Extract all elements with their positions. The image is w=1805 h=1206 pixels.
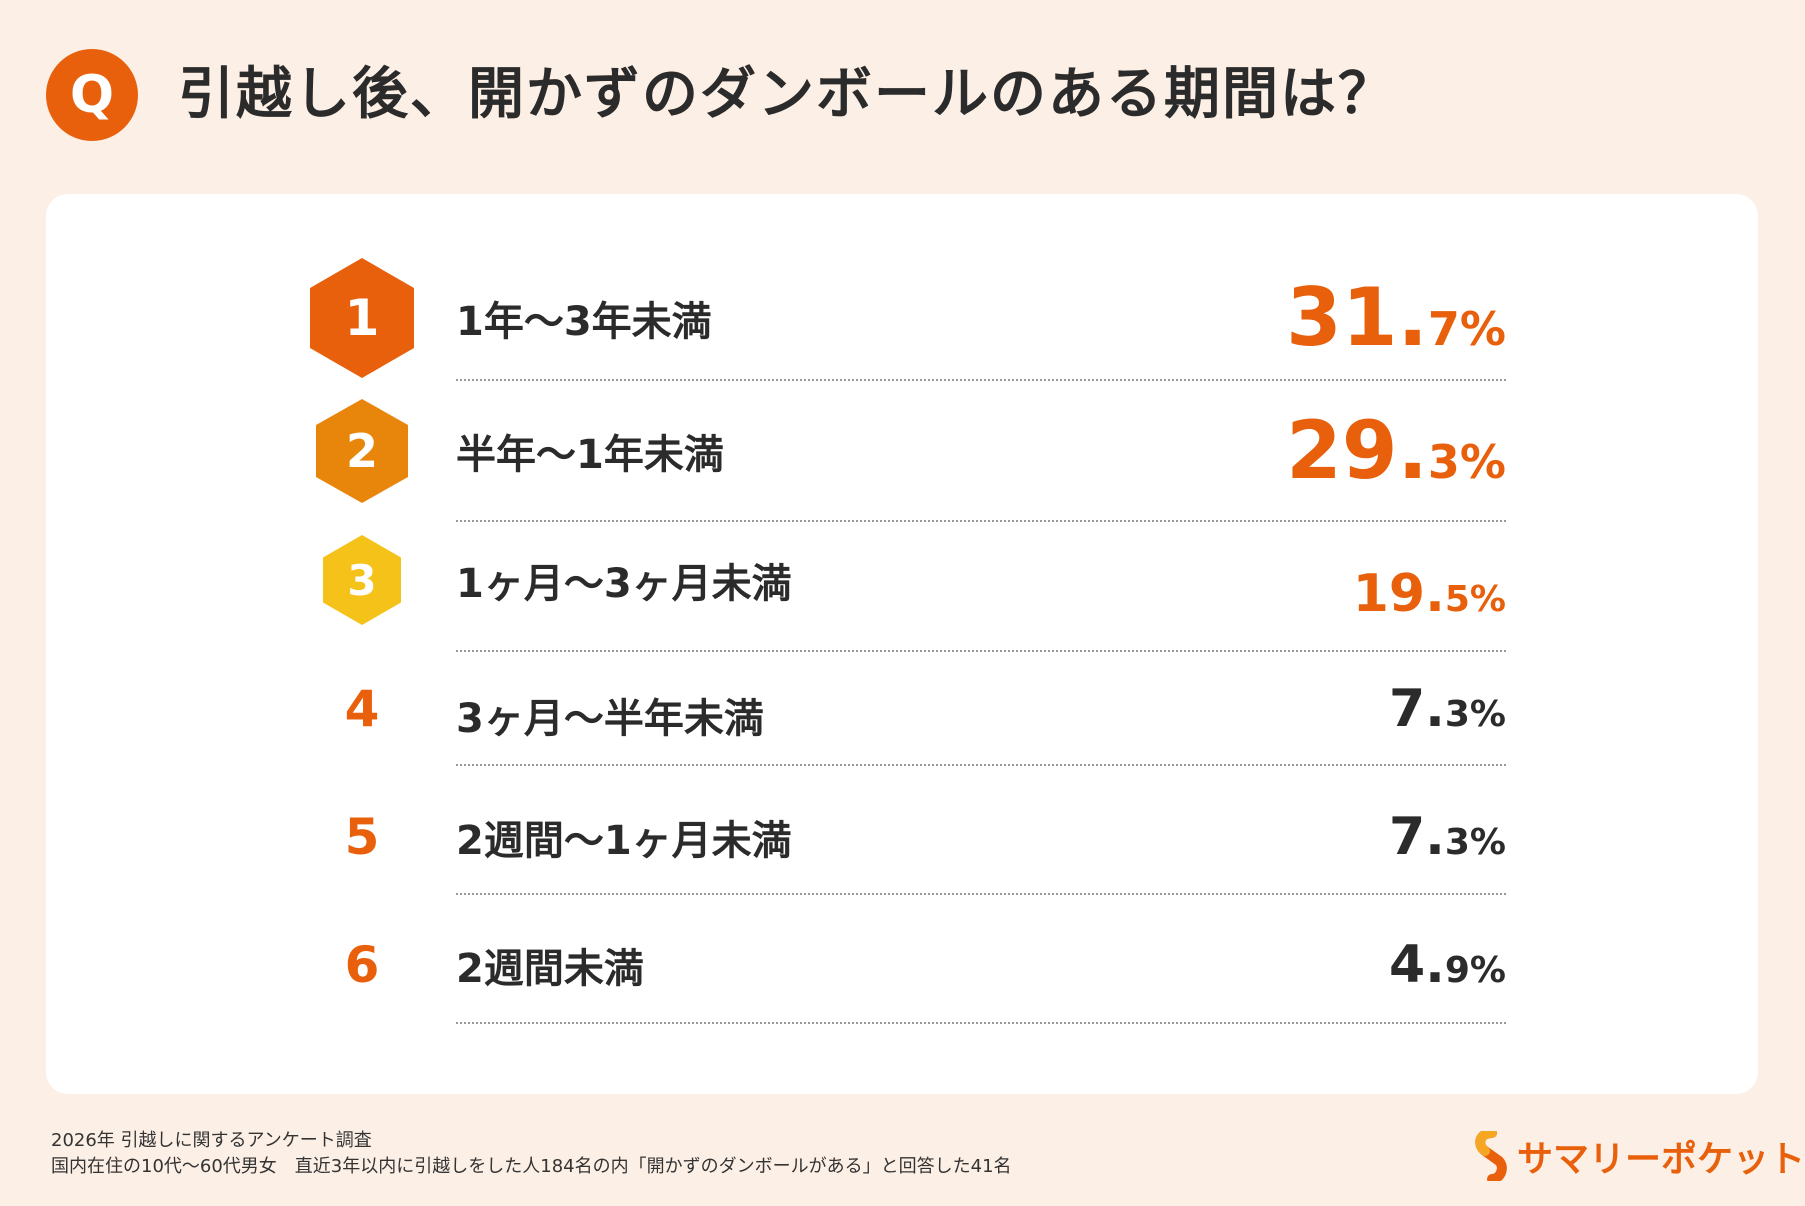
survey-description: 国内在住の10代〜60代男女 直近3年以内に引越しをした人184名の内「開かずの… (51, 1156, 1012, 1177)
summary-pocket-logo: サマリーポケット (1475, 1130, 1805, 1182)
q-badge: Q (46, 49, 138, 141)
divider (456, 893, 1506, 895)
rank-percentage: 4.9% (1388, 935, 1506, 995)
logo-s-icon (1475, 1131, 1507, 1181)
divider (456, 650, 1506, 652)
rank-number: 4 (344, 680, 380, 738)
rank-hexagon-3: 3 (323, 535, 401, 625)
rank-percentage: 7.3% (1388, 679, 1506, 739)
rank-hexagon-2: 2 (316, 399, 408, 503)
rank-percentage: 29.3% (1286, 404, 1506, 497)
rank-label: 3ヶ月〜半年未満 (456, 696, 764, 742)
rank-label: 2週間未満 (456, 946, 644, 992)
rank-number: 6 (344, 936, 380, 994)
rank-percentage: 7.3% (1388, 807, 1506, 867)
rank-percentage: 31.7% (1286, 271, 1506, 364)
divider (456, 520, 1506, 522)
rank-label: 1ヶ月〜3ヶ月未満 (456, 561, 792, 607)
rank-number: 5 (344, 808, 380, 866)
divider (456, 764, 1506, 766)
page-title: 引越し後、開かずのダンボールのある期間は？ (178, 62, 1396, 127)
rank-label: 2週間〜1ヶ月未満 (456, 818, 792, 864)
rank-percentage: 19.5% (1352, 564, 1506, 624)
rank-label: 1年〜3年未満 (456, 299, 712, 345)
divider (456, 379, 1506, 381)
survey-title: 2026年 引越しに関するアンケート調査 (51, 1130, 372, 1151)
divider (456, 1022, 1506, 1024)
logo-text: サマリーポケット (1517, 1139, 1805, 1180)
rank-label: 半年〜1年未満 (456, 432, 724, 478)
rank-hexagon-1: 1 (310, 258, 414, 378)
